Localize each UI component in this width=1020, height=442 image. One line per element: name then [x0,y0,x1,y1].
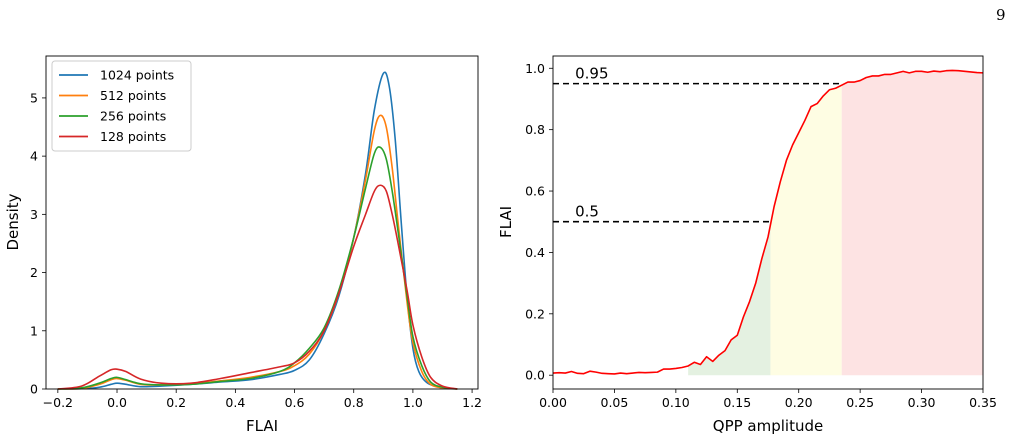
right-x-tick-label: 0.10 [662,395,690,410]
flai-vs-qpp-plot: 0.5 0.95 0.00 0.05 0.10 0.15 0.20 0.25 0.30 0.35… [497,55,997,435]
left-y-tick-label: 0 [30,382,38,397]
shaded-regions [688,70,983,376]
region-red [841,70,983,376]
flai-line [552,69,984,375]
legend-entries: 1024 points 512 points 256 points 128 point… [59,68,174,144]
left-y-tick-label: 5 [30,90,38,105]
threshold-label: 0.95 [575,65,608,83]
left-y-ticks: 0 1 2 3 4 5 [30,90,46,397]
threshold-lines: 0.5 0.95 [553,65,842,223]
right-y-axis-label: FLAI [497,206,515,238]
right-x-tick-label: 0.05 [601,395,629,410]
left-x-tick-label: 0.2 [166,395,186,410]
right-y-tick-label: 0.6 [525,184,545,199]
left-x-tick-label: 1.2 [462,395,482,410]
left-x-tick-label: 0.0 [107,395,127,410]
flai-curve [552,69,984,375]
left-x-tick-label: 0.6 [285,395,305,410]
right-x-tick-label: 0.00 [539,395,567,410]
right-x-tick-label: 0.15 [723,395,751,410]
left-y-tick-label: 4 [30,149,38,164]
left-y-tick-label: 3 [30,207,38,222]
left-x-axis-label: FLAI [246,417,278,435]
legend: 1024 points 512 points 256 points 128 point… [51,60,192,152]
right-x-tick-label: 0.35 [969,395,997,410]
legend-label: 128 points [100,129,166,144]
legend-label: 256 points [100,109,166,124]
right-y-tick-label: 0.2 [525,306,545,321]
legend-label: 1024 points [100,68,174,83]
density-line-512-points [57,114,458,390]
right-x-axis-label: QPP amplitude [713,417,823,435]
right-x-tick-label: 0.20 [785,395,813,410]
right-x-ticks: 0.00 0.05 0.10 0.15 0.20 0.25 0.30 0.35 [539,389,997,410]
legend-box [51,60,192,152]
left-y-tick-label: 2 [30,265,38,280]
region-yellow [770,85,842,376]
right-y-tick-label: 0.4 [525,245,545,260]
left-axes-frame [45,55,479,390]
threshold-label: 0.5 [575,203,599,221]
right-y-tick-label: 0.8 [525,122,545,137]
right-y-tick-label: 1.0 [525,61,545,76]
density-line-256-points [57,146,458,390]
left-x-tick-label: 0.4 [225,395,245,410]
density-lines [57,71,458,390]
right-axes-frame [552,55,984,390]
region-green [688,224,771,376]
left-y-tick-label: 1 [30,323,38,338]
left-x-tick-label: 0.8 [344,395,364,410]
right-x-tick-label: 0.30 [908,395,936,410]
density-plot: −0.2 0.0 0.2 0.4 0.6 0.8 1.0 1.2 0 1 2 3 4 5 FLAI De… [4,55,482,435]
right-y-tick-label: 0.0 [525,368,545,383]
density-line-128-points [57,184,458,390]
right-y-ticks: 0.0 0.2 0.4 0.6 0.8 1.0 [525,61,553,383]
left-x-tick-label: −0.2 [43,395,73,410]
left-x-ticks: −0.2 0.0 0.2 0.4 0.6 0.8 1.0 1.2 [43,389,482,410]
left-x-tick-label: 1.0 [403,395,423,410]
right-x-tick-label: 0.25 [846,395,874,410]
legend-label: 512 points [100,88,166,103]
left-y-axis-label: Density [4,193,22,250]
page-number: 9 [996,6,1006,24]
